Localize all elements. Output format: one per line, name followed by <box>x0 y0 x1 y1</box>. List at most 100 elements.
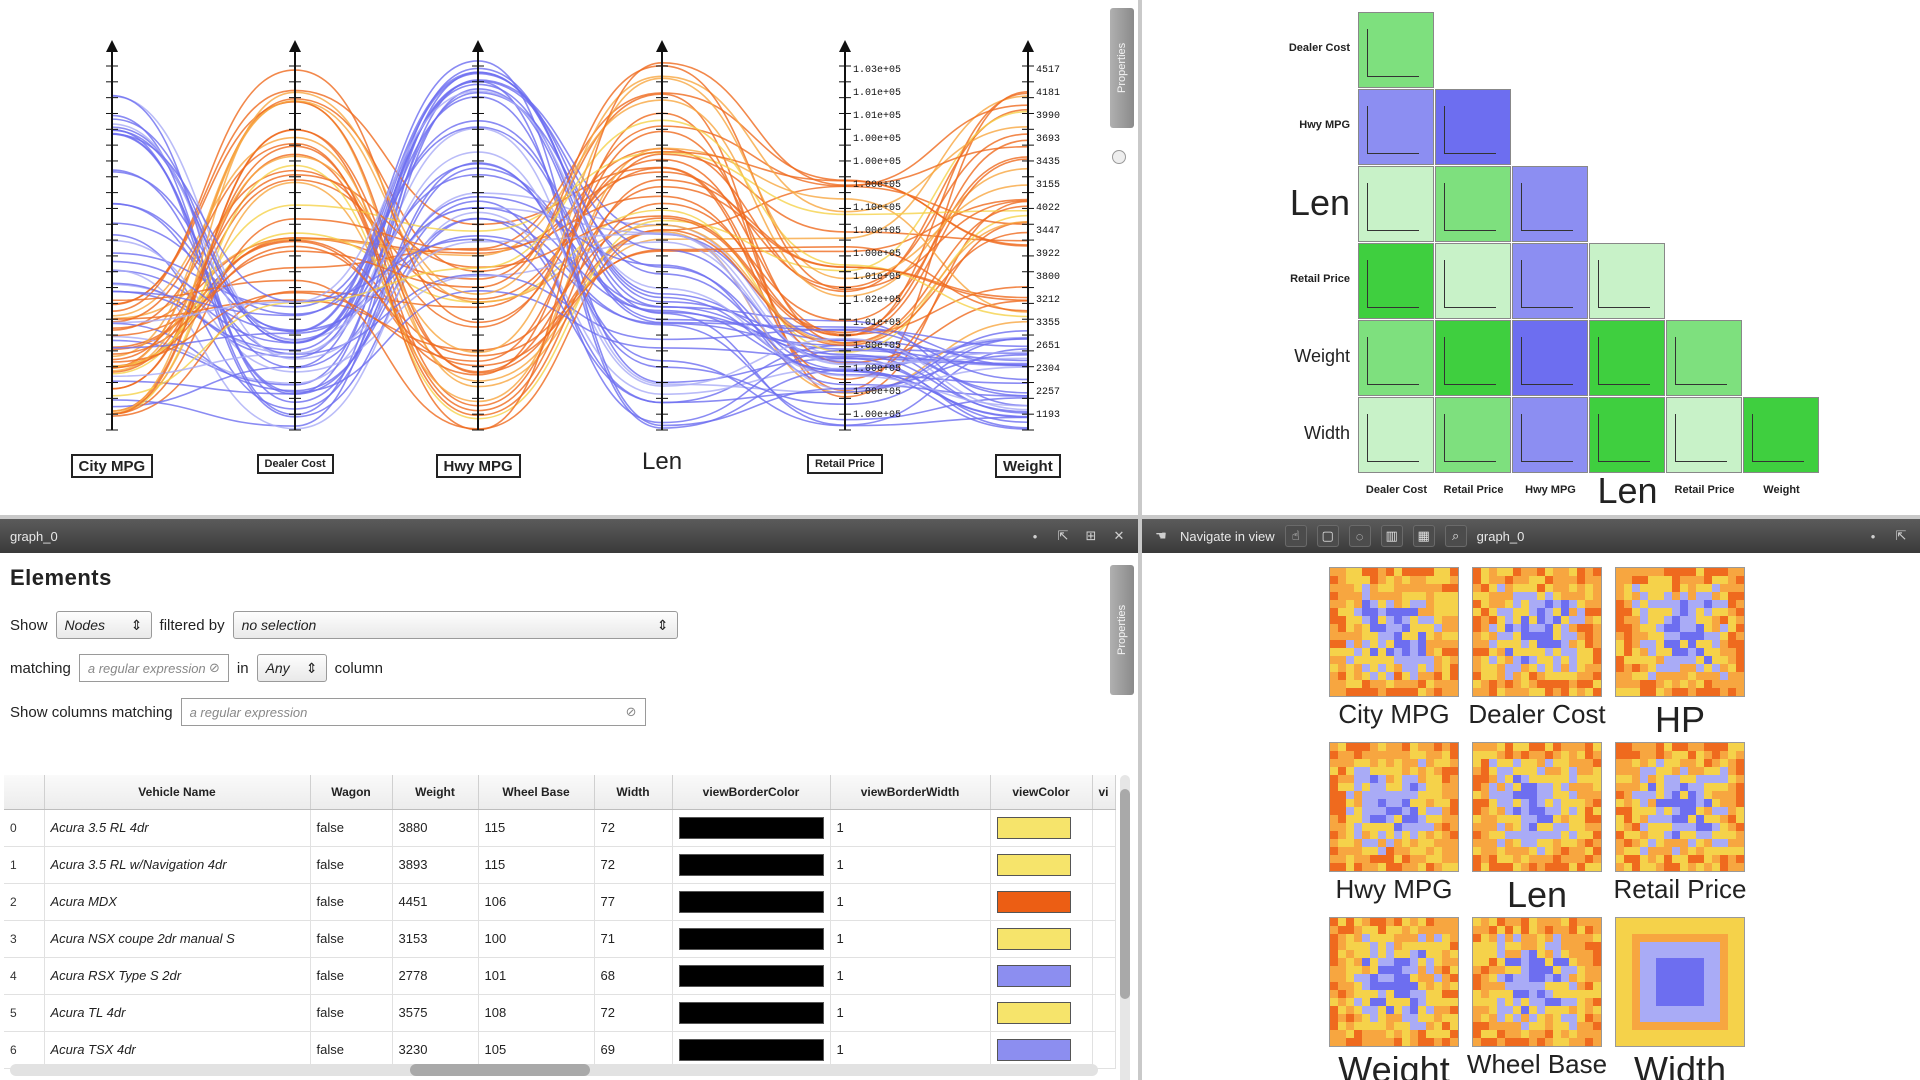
border-color-cell[interactable] <box>672 994 831 1032</box>
border-width-cell[interactable]: 1 <box>830 920 991 958</box>
vehicle-name-cell[interactable]: Acura NSX coupe 2dr manual S <box>44 920 311 958</box>
border-color-cell[interactable] <box>672 1031 831 1069</box>
weight-cell[interactable]: 4451 <box>392 883 479 921</box>
vertical-splitter[interactable] <box>1138 0 1142 1080</box>
dot-icon[interactable]: • <box>1870 528 1876 544</box>
horizontal-splitter[interactable] <box>0 515 1920 519</box>
view-color-cell[interactable] <box>990 883 1093 921</box>
hand-icon[interactable]: ☚ <box>1155 528 1167 543</box>
truncated-cell[interactable] <box>1092 920 1116 958</box>
wheel-base-cell[interactable]: 115 <box>478 809 595 847</box>
matrix-cell[interactable] <box>1666 397 1742 473</box>
in-column-select[interactable]: Any ⇕ <box>256 654 327 682</box>
column-header[interactable]: Wagon <box>310 775 393 810</box>
undock-icon[interactable]: ⇱ <box>1057 528 1069 543</box>
columns-regex-input[interactable]: a regular expression ⊘ <box>180 698 646 726</box>
matrix-cell[interactable] <box>1512 320 1588 396</box>
matrix-cell[interactable] <box>1589 243 1665 319</box>
wagon-cell[interactable]: false <box>310 809 393 847</box>
matrix-cell[interactable] <box>1358 166 1434 242</box>
wheel-base-cell[interactable]: 115 <box>478 846 595 884</box>
column-header[interactable]: Weight <box>392 775 479 810</box>
weight-cell[interactable]: 3880 <box>392 809 479 847</box>
column-header[interactable]: viewColor <box>990 775 1093 810</box>
properties-tab[interactable]: Properties <box>1110 565 1134 695</box>
border-color-cell[interactable] <box>672 846 831 884</box>
matrix-cell[interactable] <box>1435 166 1511 242</box>
zoom-icon[interactable]: ⌕ <box>1444 525 1467 547</box>
wagon-cell[interactable]: false <box>310 994 393 1032</box>
width-cell[interactable]: 72 <box>594 809 673 847</box>
row-index[interactable]: 2 <box>4 883 45 921</box>
options-toggle[interactable] <box>1112 150 1126 164</box>
border-width-cell[interactable]: 1 <box>830 994 991 1032</box>
pixel-oriented-view[interactable]: ☚ Navigate in view ☝ ▢ ◌ ▥ ▦ ⌕ graph_0 •… <box>1142 519 1920 1080</box>
border-width-cell[interactable]: 1 <box>830 883 991 921</box>
pointer-tool-icon[interactable]: ☝ <box>1284 525 1307 547</box>
matrix-cell[interactable] <box>1666 320 1742 396</box>
matrix-cell[interactable] <box>1358 243 1434 319</box>
column-header[interactable]: Width <box>594 775 673 810</box>
pixel-map-tile[interactable] <box>1615 567 1745 697</box>
matrix-cell[interactable] <box>1435 89 1511 165</box>
weight-cell[interactable]: 3893 <box>392 846 479 884</box>
matrix-cell[interactable] <box>1358 89 1434 165</box>
column-header[interactable]: Vehicle Name <box>44 775 311 810</box>
column-header[interactable]: viewBorderColor <box>672 775 831 810</box>
vehicle-name-cell[interactable]: Acura MDX <box>44 883 311 921</box>
properties-tab[interactable]: Properties <box>1110 8 1134 128</box>
column-header[interactable]: Wheel Base <box>478 775 595 810</box>
matrix-cell[interactable] <box>1512 243 1588 319</box>
pixel-map-tile[interactable] <box>1615 917 1745 1047</box>
row-index[interactable]: 6 <box>4 1031 45 1069</box>
border-width-cell[interactable]: 1 <box>830 809 991 847</box>
vehicle-name-cell[interactable]: Acura TL 4dr <box>44 994 311 1032</box>
wagon-cell[interactable]: false <box>310 1031 393 1069</box>
wheel-base-cell[interactable]: 100 <box>478 920 595 958</box>
pixel-map-tile[interactable] <box>1472 742 1602 872</box>
scrollbar-thumb[interactable] <box>1120 789 1130 999</box>
vehicle-name-cell[interactable]: Acura 3.5 RL w/Navigation 4dr <box>44 846 311 884</box>
table-row[interactable]: 2 Acura MDX false 4451 106 77 1 <box>4 883 1116 921</box>
filtered-by-select[interactable]: no selection ⇕ <box>232 611 678 639</box>
axis-label[interactable]: Hwy MPG <box>435 454 521 478</box>
border-width-cell[interactable]: 1 <box>830 846 991 884</box>
scatter-plot-matrix-view[interactable]: Dealer Cost Hwy MPG Len Retail Price Weight W… <box>1142 0 1920 515</box>
clear-icon[interactable]: ⊘ <box>625 704 637 719</box>
pixel-map-tile[interactable] <box>1615 742 1745 872</box>
rectangle-select-icon[interactable]: ▢ <box>1316 525 1339 547</box>
column-header[interactable]: vi <box>1092 775 1116 810</box>
wheel-base-cell[interactable]: 101 <box>478 957 595 995</box>
border-color-cell[interactable] <box>672 957 831 995</box>
truncated-cell[interactable] <box>1092 994 1116 1032</box>
matrix-cell[interactable] <box>1435 243 1511 319</box>
vehicle-name-cell[interactable]: Acura RSX Type S 2dr <box>44 957 311 995</box>
matrix-cell[interactable] <box>1358 12 1434 88</box>
weight-cell[interactable]: 3575 <box>392 994 479 1032</box>
weight-cell[interactable]: 2778 <box>392 957 479 995</box>
grid-view-icon[interactable]: ▦ <box>1412 525 1435 547</box>
view-color-cell[interactable] <box>990 920 1093 958</box>
matrix-cell[interactable] <box>1589 397 1665 473</box>
axis-label[interactable]: City MPG <box>70 454 154 478</box>
view-color-cell[interactable] <box>990 846 1093 884</box>
pixel-map-tile[interactable] <box>1472 917 1602 1047</box>
width-cell[interactable]: 72 <box>594 846 673 884</box>
parallel-coordinates-plot[interactable]: 1.03e+051.01e+051.01e+051.00e+051.00e+05… <box>0 0 1138 515</box>
row-index[interactable]: 5 <box>4 994 45 1032</box>
truncated-cell[interactable] <box>1092 846 1116 884</box>
truncated-cell[interactable] <box>1092 957 1116 995</box>
border-width-cell[interactable]: 1 <box>830 1031 991 1069</box>
width-cell[interactable]: 68 <box>594 957 673 995</box>
row-index[interactable]: 4 <box>4 957 45 995</box>
table-row[interactable]: 0 Acura 3.5 RL 4dr false 3880 115 72 1 <box>4 809 1116 847</box>
column-header[interactable]: viewBorderWidth <box>830 775 991 810</box>
width-cell[interactable]: 77 <box>594 883 673 921</box>
show-select[interactable]: Nodes ⇕ <box>55 611 152 639</box>
table-row[interactable]: 6 Acura TSX 4dr false 3230 105 69 1 <box>4 1031 1116 1069</box>
table-row[interactable]: 4 Acura RSX Type S 2dr false 2778 101 68 1 <box>4 957 1116 995</box>
table-horizontal-scrollbar[interactable] <box>10 1064 1098 1076</box>
matrix-cell[interactable] <box>1512 166 1588 242</box>
truncated-cell[interactable] <box>1092 1031 1116 1069</box>
